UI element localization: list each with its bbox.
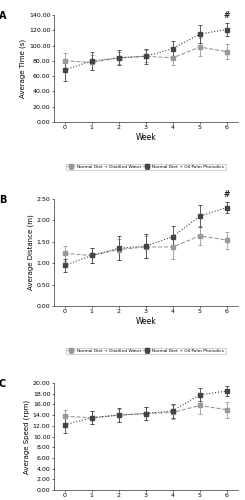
Y-axis label: Average Time (s): Average Time (s) (20, 39, 26, 98)
Text: #: # (224, 11, 230, 20)
Text: #: # (0, 499, 1, 500)
Text: #: # (224, 190, 230, 199)
Text: C: C (0, 378, 6, 388)
Y-axis label: Average Distance (m): Average Distance (m) (27, 214, 34, 290)
X-axis label: Week: Week (135, 133, 156, 142)
Text: A: A (0, 10, 6, 20)
Text: B: B (0, 194, 6, 204)
Legend: Normal Diet + Distilled Water, Normal Diet + Oil Palm Phenolics: Normal Diet + Distilled Water, Normal Di… (66, 348, 225, 354)
Legend: Normal Diet + Distilled Water, Normal Diet + Oil Palm Phenolics: Normal Diet + Distilled Water, Normal Di… (66, 164, 225, 170)
X-axis label: Week: Week (135, 317, 156, 326)
Y-axis label: Average Speed (rpm): Average Speed (rpm) (24, 400, 30, 473)
